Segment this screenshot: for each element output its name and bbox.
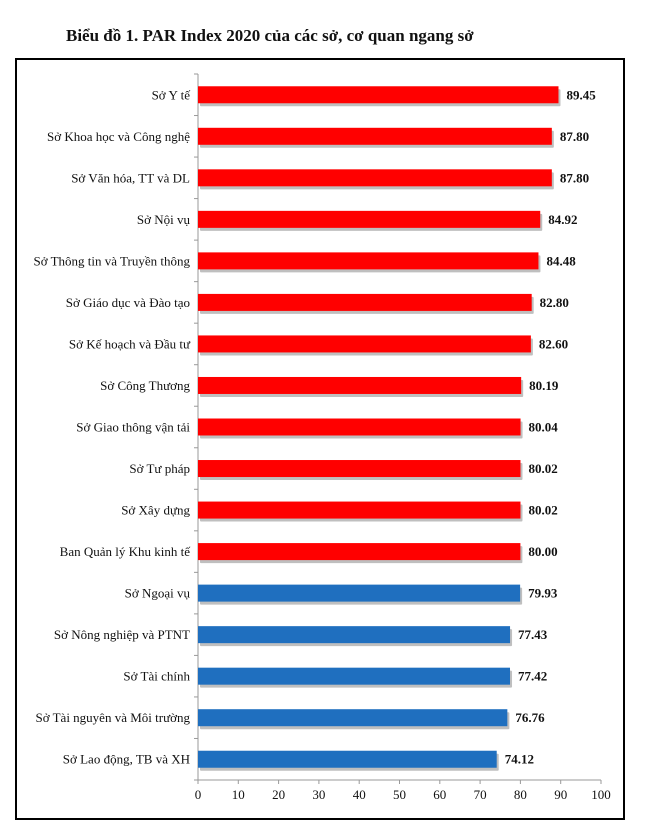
data-label: 80.19: [529, 378, 559, 393]
bar: [198, 293, 532, 311]
bar: [198, 460, 521, 478]
data-label: 74.12: [505, 752, 534, 767]
data-label: 80.04: [529, 420, 559, 435]
data-label: 76.76: [515, 710, 545, 725]
bar: [198, 127, 552, 145]
data-label: 79.93: [528, 586, 558, 601]
x-tick-label: 60: [433, 787, 446, 802]
bar: [198, 169, 552, 187]
bar: [198, 335, 531, 353]
data-label: 82.80: [540, 295, 569, 310]
data-label: 84.92: [548, 212, 577, 227]
bar: [198, 210, 541, 228]
x-tick-label: 0: [195, 787, 202, 802]
data-label: 80.02: [528, 461, 557, 476]
bar-chart: 0 10 20 30 40 50 60 70 80 90 100 Sở Y tế 89.45 Sở Kho…: [33, 73, 611, 802]
data-label: 80.02: [528, 503, 557, 518]
category-label: Sở Giáo dục và Đào tạo: [66, 295, 190, 310]
chart-frame: 0 10 20 30 40 50 60 70 80 90 100 Sở Y tế 89.45 Sở Kho…: [15, 58, 625, 820]
category-label: Sở Công Thương: [100, 378, 190, 393]
x-tick-label: 30: [312, 787, 325, 802]
category-label: Sở Tài chính: [123, 669, 190, 684]
category-label: Sở Lao động, TB và XH: [63, 752, 190, 767]
category-label: Ban Quản lý Khu kinh tế: [60, 544, 192, 559]
bar: [198, 667, 511, 685]
category-label: Sở Tài nguyên và Môi trường: [35, 710, 190, 725]
chart-title: Biểu đồ 1. PAR Index 2020 của các sở, cơ…: [66, 26, 474, 45]
x-tick-label: 90: [554, 787, 567, 802]
x-tick-label: 70: [474, 787, 487, 802]
data-label: 84.48: [546, 253, 576, 268]
bar: [198, 709, 508, 727]
bar: [198, 750, 497, 768]
category-label: Sở Giao thông vận tải: [76, 420, 190, 435]
category-label: Sở Y tế: [152, 87, 192, 102]
data-label: 80.00: [528, 544, 557, 559]
data-label: 77.42: [518, 669, 547, 684]
category-label: Sở Nội vụ: [137, 212, 191, 227]
category-label: Sở Xây dựng: [121, 503, 190, 518]
data-label: 89.45: [566, 87, 596, 102]
category-label: Sở Ngoại vụ: [125, 586, 191, 601]
bar: [198, 584, 521, 602]
bar: [198, 543, 521, 561]
data-label: 87.80: [560, 129, 589, 144]
bar: [198, 86, 559, 104]
category-label: Sở Kế hoạch và Đầu tư: [69, 336, 191, 351]
x-tick-label: 80: [514, 787, 527, 802]
bar: [198, 418, 521, 436]
data-label: 77.43: [518, 627, 548, 642]
bar: [198, 501, 521, 519]
category-label: Sở Khoa học và Công nghệ: [47, 129, 190, 144]
bar: [198, 626, 511, 644]
x-tick-label: 100: [591, 787, 611, 802]
category-label: Sở Nông nghiệp và PTNT: [54, 627, 190, 642]
bar: [198, 376, 522, 394]
x-tick-label: 20: [272, 787, 285, 802]
x-tick-label: 40: [353, 787, 366, 802]
bar: [198, 252, 539, 270]
category-label: Sở Văn hóa, TT và DL: [71, 170, 190, 185]
data-label: 87.80: [560, 170, 589, 185]
category-label: Sở Thông tin và Truyền thông: [33, 253, 190, 268]
category-label: Sở Tư pháp: [129, 461, 190, 476]
x-tick-label: 10: [232, 787, 245, 802]
x-tick-label: 50: [393, 787, 406, 802]
data-label: 82.60: [539, 336, 568, 351]
